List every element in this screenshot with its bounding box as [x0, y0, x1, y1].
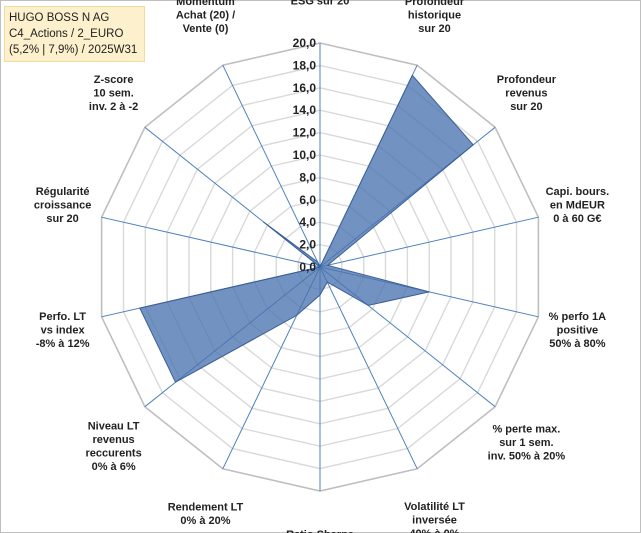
axis-spoke	[222, 64, 321, 268]
axis-label: % perfo 1A positive 50% à 80%	[549, 311, 607, 350]
axis-label-line: sur 20	[510, 101, 542, 113]
axis-label: Niveau LT revenus reccurents 0% à 6%	[85, 421, 141, 474]
axis-label: Volatilité LT inversée40% à 0%	[404, 501, 465, 533]
axis-label: % perte max. sur 1 sem. inv. 50% à 20%	[488, 423, 566, 462]
axis-label-line: historique	[408, 10, 461, 22]
axis-label-line: Z-score	[94, 74, 134, 86]
tick-label: 10,0	[293, 148, 317, 162]
tick-label: 0,0	[299, 260, 316, 274]
axis-label-line: % perte max.	[492, 423, 560, 435]
chart-title-box: HUGO BOSS N AG C4_Actions / 2_EURO (5,2%…	[4, 6, 145, 62]
tick-layer: 0,0 2,0 4,0 6,0 8,0 10,0 12,0 14,0 16,0 18,0 20,0	[293, 36, 317, 274]
axis-label-line: Capi. bours.	[546, 186, 610, 198]
axis-label-line: croissance	[34, 200, 91, 212]
axis-label-line: en MdEUR	[550, 200, 605, 212]
axis-label-line: sur 20	[418, 23, 450, 35]
axis-label: Rendement LT 0% à 20%	[168, 502, 244, 528]
axis-spoke	[319, 266, 418, 470]
tick-label: 6,0	[299, 193, 316, 207]
axis-label-line: revenus	[92, 434, 134, 446]
axis-label-line: Perfo. LT	[39, 311, 86, 323]
series-area	[139, 74, 474, 383]
axis-label-line: Momentum	[176, 0, 235, 8]
axis-spoke	[319, 216, 539, 268]
axis-label-line: Vente (0)	[183, 23, 229, 35]
title-line-3: (5,2% | 7,9%) / 2025W31	[9, 44, 138, 56]
axis-label: Perfo. LT vs index -8% à 12%	[36, 311, 90, 350]
axis-label: NoteESG sur 20	[291, 0, 350, 7]
axis-label-line: Profondeur	[497, 74, 557, 86]
axis-label-line: Niveau LT	[88, 421, 140, 433]
axis-label-line: inv. 2 à -2	[89, 101, 138, 113]
axis-label-line: Achat (20) /	[176, 10, 235, 22]
axis-label: Momentum Achat (20) / Vente (0)	[176, 0, 235, 35]
axis-label-line: vs index	[41, 324, 86, 336]
axis-label-line: Rendement LT	[168, 502, 244, 514]
axis-label-line: 40% à 0%	[409, 528, 459, 533]
axis-label-line: % perfo 1A	[549, 311, 607, 323]
axis-label: Régularité croissance sur 20	[34, 186, 91, 225]
axis-label-line: Régularité	[36, 186, 90, 198]
axis-label: Capi. bours. en MdEUR 0 à 60 G€	[546, 186, 610, 225]
axis-label: Profondeur historique sur 20	[405, 0, 465, 35]
tick-label: 8,0	[299, 170, 316, 184]
axis-label-line: 50% à 80%	[549, 338, 605, 350]
tick-label: 2,0	[299, 238, 316, 252]
axis-label-line: 10 sem.	[93, 87, 133, 99]
axis-label-line: Volatilité LT	[404, 501, 465, 513]
axis-label-line: sur 1 sem.	[499, 437, 553, 449]
axis-label-line: sur 20	[46, 213, 78, 225]
tick-label: 18,0	[293, 58, 317, 72]
axis-label-line: 0% à 6%	[92, 461, 136, 473]
axis-label: Z-score 10 sem. inv. 2 à -2	[89, 74, 138, 113]
axis-label-line: reccurents	[85, 448, 141, 460]
axis-label-line: Profondeur	[405, 0, 465, 8]
axis-label-line: inv. 50% à 20%	[488, 450, 566, 462]
axis-label-line: Ratio Sharpe	[286, 529, 354, 533]
title-line-2: C4_Actions / 2_EURO	[9, 28, 124, 40]
tick-label: 4,0	[299, 215, 316, 229]
axis-label: Profondeur revenus sur 20	[497, 74, 557, 113]
tick-label: 12,0	[293, 126, 317, 140]
axis-label-line: 0 à 60 G€	[553, 213, 601, 225]
title-line-1: HUGO BOSS N AG	[9, 12, 110, 24]
axis-label-line: 0% à 20%	[180, 515, 230, 527]
tick-label: 16,0	[293, 81, 317, 95]
axis-label: Ratio Sharpe0 à 1	[286, 529, 354, 533]
axis-label-line: revenus	[505, 87, 547, 99]
axis-label-line: ESG sur 20	[291, 0, 350, 7]
axis-label-line: positive	[557, 324, 599, 336]
axis-label-line: inversée	[412, 515, 457, 527]
axis-spoke	[101, 216, 321, 268]
tick-label: 20,0	[293, 36, 317, 50]
series-layer	[139, 74, 474, 383]
tick-label: 14,0	[293, 103, 317, 117]
axis-label-line: -8% à 12%	[36, 338, 90, 350]
